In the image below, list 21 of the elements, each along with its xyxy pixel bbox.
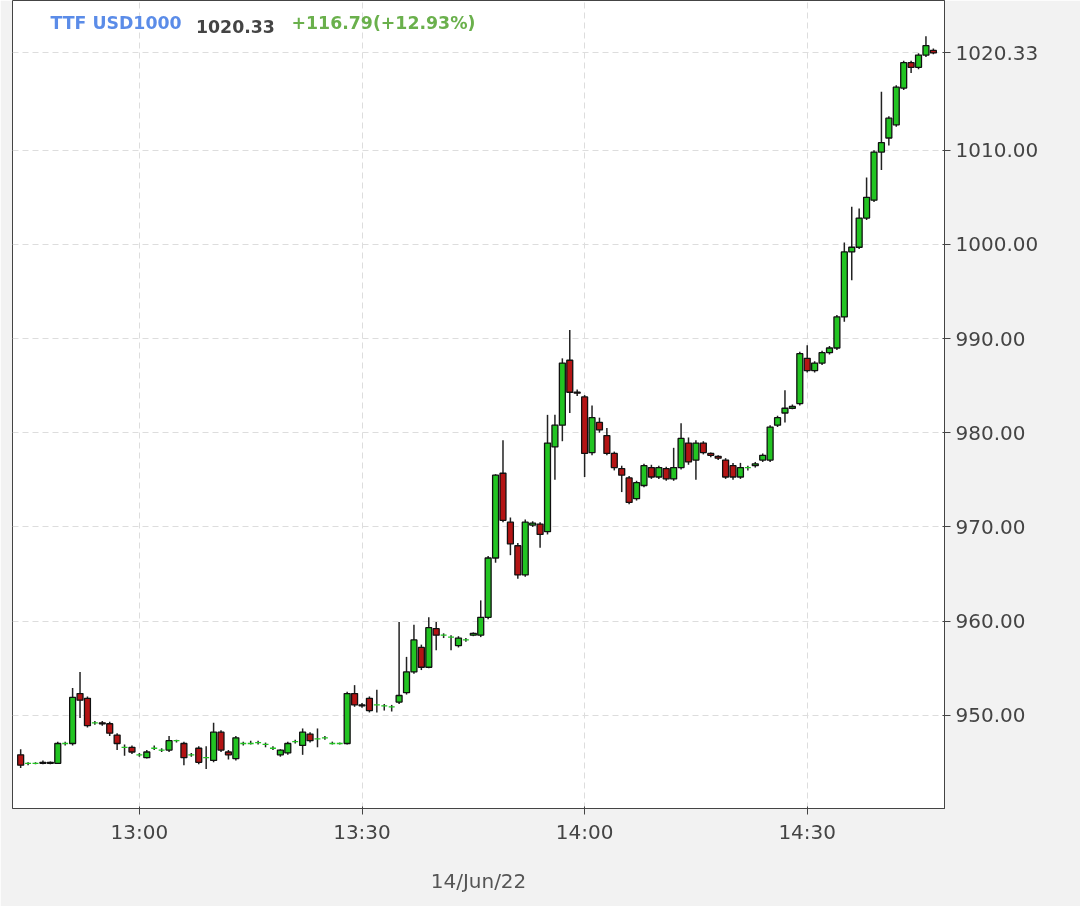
y-tick-label: 980.00	[955, 420, 1026, 445]
y-tick-label: 990.00	[955, 326, 1026, 351]
x-tick-label: 13:30	[333, 819, 391, 844]
y-tick-label: 1010.00	[955, 138, 1039, 163]
candlestick	[180, 740, 188, 766]
text: 1020.33	[196, 16, 275, 37]
candlestick	[395, 621, 403, 705]
annotation: +116.79(+12.93%)	[291, 12, 476, 33]
candlestick	[618, 464, 626, 493]
y-tick-label: 1020.33	[955, 40, 1039, 65]
candlestick	[506, 516, 515, 556]
y-tick-label: 970.00	[955, 514, 1026, 539]
x-tick-label: 14:00	[555, 819, 614, 844]
text: TTF USD1000	[50, 12, 182, 33]
x-tick-label: 14:30	[778, 819, 837, 844]
y-tick-label: 950.00	[955, 703, 1026, 728]
x-axis-title: 14/Jun/22	[430, 868, 527, 893]
x-tick-label: 13:00	[110, 819, 169, 844]
y-tick-label: 960.00	[955, 609, 1026, 634]
candlestick	[17, 748, 25, 769]
y-tick-label: 1000.00	[955, 232, 1039, 257]
